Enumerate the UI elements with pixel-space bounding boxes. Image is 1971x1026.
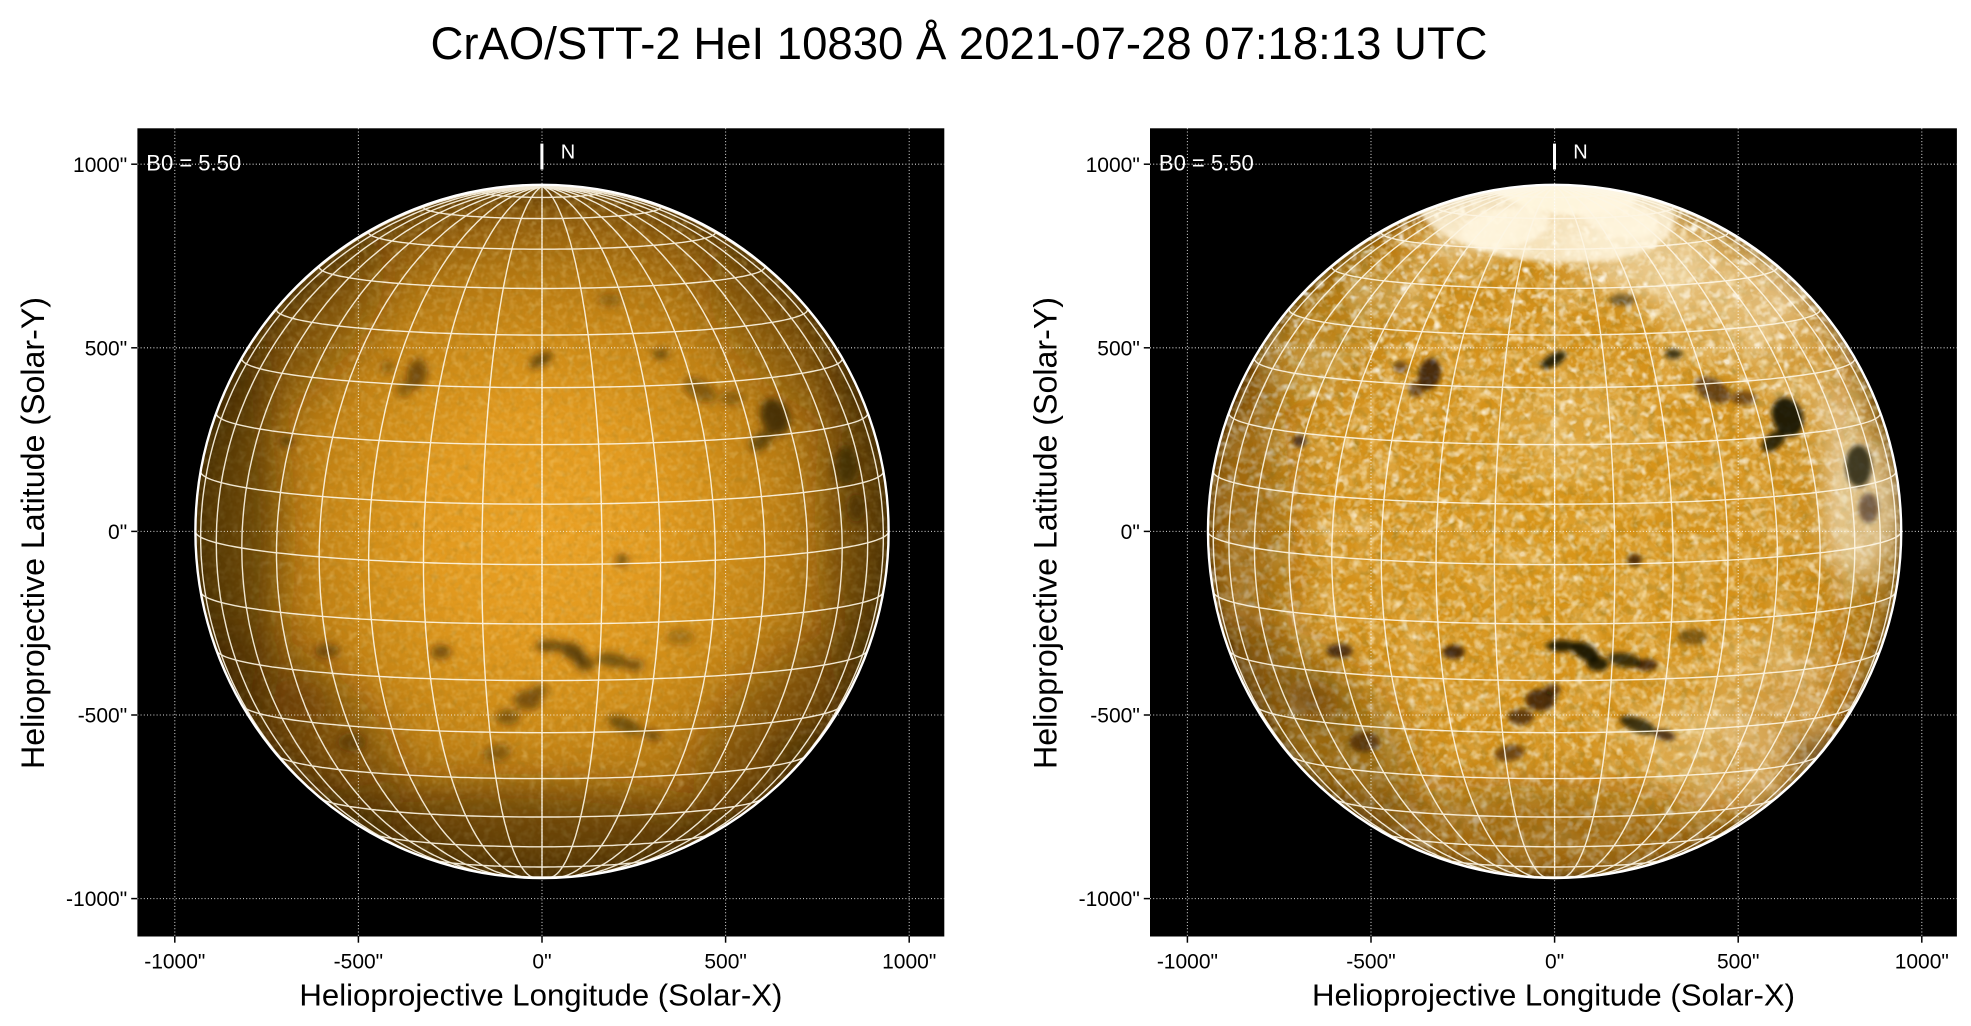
svg-text:-500": -500" [78, 705, 128, 728]
svg-text:N: N [1573, 141, 1587, 163]
svg-text:500": 500" [85, 337, 128, 360]
svg-text:0": 0" [1121, 521, 1140, 544]
svg-text:0": 0" [108, 521, 127, 544]
svg-text:N: N [561, 141, 575, 163]
svg-text:-500": -500" [1090, 705, 1140, 728]
svg-text:-1000": -1000" [1079, 888, 1140, 911]
svg-text:-1000": -1000" [1157, 951, 1218, 974]
svg-text:1000": 1000" [1895, 951, 1949, 974]
svg-text:-1000": -1000" [144, 951, 205, 974]
svg-text:-1000": -1000" [66, 888, 127, 911]
svg-text:Helioprojective Longitude (Sol: Helioprojective Longitude (Solar-X) [299, 978, 782, 1013]
svg-text:500": 500" [1097, 337, 1140, 360]
svg-text:-500": -500" [334, 951, 384, 974]
svg-text:-500": -500" [1346, 951, 1396, 974]
svg-text:500": 500" [1717, 951, 1760, 974]
svg-text:0": 0" [1545, 951, 1564, 974]
svg-text:Helioprojective Latitude (Sola: Helioprojective Latitude (Solar-Y) [1028, 297, 1064, 769]
svg-text:1000": 1000" [73, 154, 127, 177]
svg-text:1000": 1000" [1086, 154, 1140, 177]
svg-text:B0 = 5.50: B0 = 5.50 [1159, 151, 1254, 176]
svg-text:Helioprojective Longitude (Sol: Helioprojective Longitude (Solar-X) [1312, 978, 1795, 1013]
svg-text:500": 500" [704, 951, 747, 974]
svg-text:B0 = 5.50: B0 = 5.50 [146, 151, 241, 176]
svg-text:CrAO/STT-2 HeI 10830 Å 2021-07: CrAO/STT-2 HeI 10830 Å 2021-07-28 07:18:… [431, 18, 1488, 69]
svg-text:Helioprojective Latitude (Sola: Helioprojective Latitude (Solar-Y) [15, 297, 51, 769]
svg-text:1000": 1000" [882, 951, 936, 974]
svg-text:0": 0" [532, 951, 551, 974]
